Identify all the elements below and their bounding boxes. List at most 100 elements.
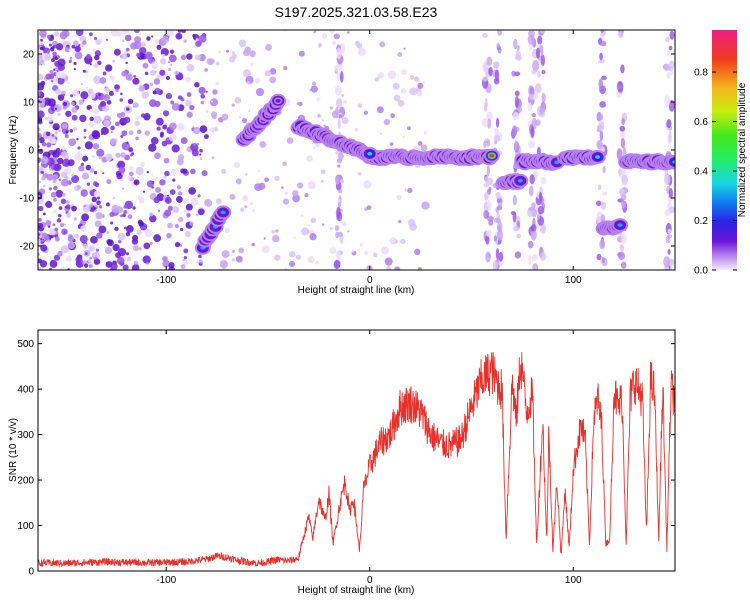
spectrogram-noise (307, 181, 316, 190)
spectrogram-noise (210, 98, 218, 107)
spectrogram-streak (663, 63, 670, 72)
spectrogram-streak (540, 176, 547, 185)
spectrogram-noise (80, 225, 87, 232)
spectrogram-streak (485, 229, 492, 237)
spectrogram-noise (76, 185, 81, 190)
spectrogram-noise (100, 100, 107, 107)
spectrogram-noise (144, 229, 153, 237)
spectrogram-noise (39, 235, 43, 239)
spectrogram-streak (668, 60, 675, 69)
spectrogram-noise (177, 216, 184, 223)
spectrogram-noise (96, 232, 103, 239)
spectrogram-noise (199, 125, 208, 133)
spectrogram-noise (146, 170, 150, 174)
spectrogram-noise (153, 234, 162, 242)
spectrogram-noise (68, 49, 71, 52)
spectrogram-noise (167, 194, 170, 197)
spectrogram-noise (45, 200, 53, 208)
colorbar-ticks: 0.0 0.2 0.4 0.6 0.8 (694, 68, 737, 277)
spectrogram-noise (306, 155, 314, 163)
spectrogram-streak (599, 113, 604, 121)
spectrogram-noise (380, 246, 389, 255)
spectrogram-noise (417, 141, 423, 146)
spectrogram-streak (668, 99, 675, 112)
spectrogram-noise (204, 68, 208, 72)
spectrogram-noise (129, 166, 134, 171)
spectrogram-noise (92, 142, 100, 150)
spectrogram-noise (282, 198, 290, 205)
spectrogram-streak (514, 139, 518, 149)
spectrogram-noise (159, 179, 166, 186)
spectrogram-noise (41, 61, 46, 66)
spectrogram-noise (123, 226, 127, 230)
spectrogram-noise (51, 134, 55, 137)
spectrogram-noise (135, 136, 139, 141)
spectrogram-noise (38, 165, 41, 169)
spectrogram-noise (215, 61, 220, 66)
spectrogram-noise (133, 30, 140, 34)
spectrogram-noise (126, 256, 132, 262)
spectrogram-noise (200, 100, 205, 105)
spectrogram-streak (539, 223, 547, 234)
spectrogram-noise (57, 250, 63, 257)
spectrogram-noise (121, 187, 125, 191)
spectrogram-noise (184, 198, 190, 204)
spectrogram-streak (667, 228, 671, 234)
snr-series-line (38, 352, 675, 568)
spectrogram-noise (386, 266, 391, 270)
spectrogram-streak (670, 67, 674, 76)
spectrogram-noise (71, 106, 78, 114)
spectrogram-noise (105, 261, 113, 268)
spectrogram-noise (170, 168, 177, 175)
spectrogram-streak (601, 191, 608, 196)
spectrogram-noise (52, 150, 61, 158)
spectrogram-noise (67, 241, 75, 250)
spectrogram-noise (421, 201, 430, 210)
spectrogram-noise (374, 77, 380, 82)
spectrogram-noise (164, 197, 172, 204)
spectrogram-noise (55, 189, 64, 198)
spectrogram-noise (164, 209, 172, 217)
spectrogram-streak (486, 111, 493, 120)
spectrogram-noise (199, 153, 202, 156)
spectrogram-noise (120, 135, 124, 139)
spectrogram-noise (133, 179, 140, 186)
spectrogram-x-label: Height of straight line (km) (298, 285, 415, 296)
spectrogram-noise (397, 52, 403, 57)
spectrogram-noise (74, 45, 81, 53)
spectrogram-noise (259, 140, 267, 148)
spectrogram-noise (102, 172, 105, 175)
spectrogram-y-ticks: -20 -10 0 10 20 (20, 50, 675, 253)
spectrogram-noise (149, 69, 156, 77)
spectrogram-streak (599, 40, 607, 47)
spectrogram-noise (185, 100, 192, 107)
spectrogram-streak (599, 238, 606, 250)
spectrogram-streak (493, 127, 499, 135)
spectrogram-noise (121, 39, 125, 42)
spectrogram-noise (272, 234, 280, 243)
spectrogram-noise (76, 137, 79, 141)
spectrogram-noise (185, 76, 191, 83)
spectrogram-noise (40, 239, 44, 243)
spectrogram-noise (49, 168, 52, 171)
spectrogram-noise (47, 98, 56, 107)
spectrogram-noise (103, 119, 111, 127)
spectrogram-noise (49, 69, 54, 74)
spectrogram-streak (619, 187, 626, 195)
spectrogram-streak (495, 117, 500, 128)
snr-y-tick-label: 100 (17, 521, 34, 532)
spectrogram-noise (413, 76, 420, 82)
spectrogram-noise (176, 185, 182, 190)
spectrogram-streak (528, 185, 534, 197)
spectrogram-streak (535, 119, 541, 126)
spectrogram-noise (124, 154, 130, 161)
spectrogram-noise (347, 230, 350, 233)
spectrogram-streak (668, 45, 673, 51)
spectrogram-noise (167, 222, 173, 229)
spectrogram-noise (314, 260, 319, 265)
spectrogram-noise (153, 196, 160, 204)
spectrogram-noise (156, 126, 161, 131)
spectrogram-streak (541, 92, 546, 104)
spectrogram-noise (52, 40, 58, 47)
spectrogram-noise (125, 73, 133, 81)
